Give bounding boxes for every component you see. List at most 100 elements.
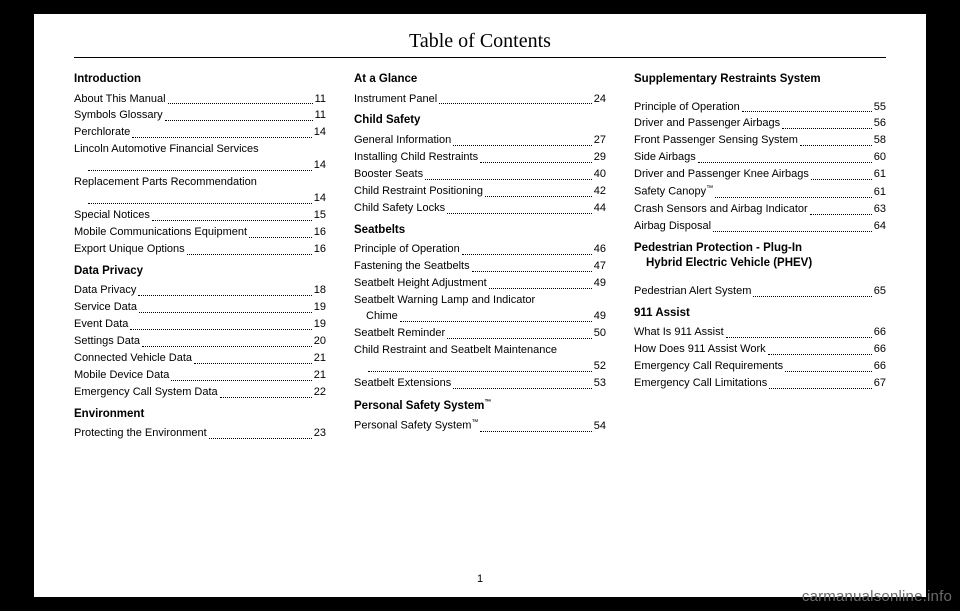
toc-column: At a Glance Instrument Panel 24 Child Safet… bbox=[354, 72, 606, 571]
toc-entry: Data Privacy 18 bbox=[74, 283, 326, 299]
toc-entry-page: 44 bbox=[594, 201, 606, 217]
toc-entry-label: Fastening the Seatbelts bbox=[354, 259, 470, 275]
toc-entry-label: Instrument Panel bbox=[354, 92, 437, 108]
toc-entry-page: 49 bbox=[594, 276, 606, 292]
toc-entry-label: Replacement Parts Recommendation bbox=[74, 175, 326, 191]
toc-entry-page: 65 bbox=[874, 284, 886, 300]
toc-entry-page: 66 bbox=[874, 359, 886, 375]
toc-entry-label: Crash Sensors and Airbag Indicator bbox=[634, 202, 808, 218]
section-title: Child Safety bbox=[354, 113, 606, 129]
toc-entry: Child Restraint Positioning 42 bbox=[354, 184, 606, 200]
toc-entry: Seatbelt Reminder50 bbox=[354, 326, 606, 342]
section-title: 911 Assist bbox=[634, 306, 886, 322]
page-title: Table of Contents bbox=[74, 30, 886, 57]
toc-entry-label-cont: Chime bbox=[366, 309, 398, 325]
leader-dots bbox=[142, 346, 312, 347]
toc-entry-page: 61 bbox=[874, 167, 886, 183]
toc-entry-page: 14 bbox=[314, 191, 326, 207]
section-title: Pedestrian Protection - Plug-InHybrid El… bbox=[634, 241, 886, 272]
toc-entry-page: 21 bbox=[314, 368, 326, 384]
toc-entry-page: 23 bbox=[314, 426, 326, 442]
toc-entry: Booster Seats 40 bbox=[354, 167, 606, 183]
toc-entry-page: 24 bbox=[594, 92, 606, 108]
toc-entry-label: Child Restraint Positioning bbox=[354, 184, 483, 200]
spacer bbox=[634, 276, 886, 284]
toc-entry-page: 19 bbox=[314, 300, 326, 316]
leader-dots bbox=[425, 179, 592, 180]
leader-dots bbox=[132, 137, 311, 138]
toc-entry: Installing Child Restraints29 bbox=[354, 150, 606, 166]
toc-entry-label: Perchlorate bbox=[74, 125, 130, 141]
leader-dots bbox=[168, 103, 313, 104]
leader-dots bbox=[785, 371, 872, 372]
leader-dots bbox=[480, 431, 591, 432]
toc-entry-page: 46 bbox=[594, 242, 606, 258]
toc-entry-label: Pedestrian Alert System bbox=[634, 284, 751, 300]
toc-entry-page: 66 bbox=[874, 342, 886, 358]
leader-dots bbox=[782, 128, 872, 129]
section-title: Personal Safety System™ bbox=[354, 398, 606, 414]
leader-dots bbox=[453, 145, 592, 146]
toc-entry-page: 21 bbox=[314, 351, 326, 367]
section-title: At a Glance bbox=[354, 72, 606, 88]
toc-entry-label: Export Unique Options bbox=[74, 242, 185, 258]
toc-entry: Seatbelt Height Adjustment 49 bbox=[354, 276, 606, 292]
toc-entry: How Does 911 Assist Work 66 bbox=[634, 342, 886, 358]
toc-entry: Emergency Call Requirements66 bbox=[634, 359, 886, 375]
toc-entry: Export Unique Options16 bbox=[74, 242, 326, 258]
toc-entry: Perchlorate14 bbox=[74, 125, 326, 141]
toc-entry: Emergency Call Limitations67 bbox=[634, 376, 886, 392]
toc-entry-page: 42 bbox=[594, 184, 606, 200]
toc-entry-label: Special Notices bbox=[74, 208, 150, 224]
toc-entry-page: 53 bbox=[594, 376, 606, 392]
toc-entry-label: Seatbelt Height Adjustment bbox=[354, 276, 487, 292]
watermark: carmanualsonline.info bbox=[802, 588, 952, 605]
toc-entry: Child Safety Locks44 bbox=[354, 201, 606, 217]
toc-entry-label: Protecting the Environment bbox=[74, 426, 207, 442]
toc-entry-label: Settings Data bbox=[74, 334, 140, 350]
toc-entry-label: Lincoln Automotive Financial Services bbox=[74, 142, 326, 158]
toc-entry-label: Mobile Device Data bbox=[74, 368, 169, 384]
leader-dots bbox=[769, 388, 871, 389]
toc-entry-page: 64 bbox=[874, 219, 886, 235]
toc-entry: Instrument Panel 24 bbox=[354, 92, 606, 108]
toc-entry-page: 40 bbox=[594, 167, 606, 183]
toc-entry: Emergency Call System Data22 bbox=[74, 385, 326, 401]
toc-entry-label: Connected Vehicle Data bbox=[74, 351, 192, 367]
leader-dots bbox=[447, 338, 592, 339]
toc-entry-label: How Does 911 Assist Work bbox=[634, 342, 766, 358]
toc-entry-page: 16 bbox=[314, 225, 326, 241]
leader-dots bbox=[698, 162, 872, 163]
toc-entry-label: Driver and Passenger Airbags bbox=[634, 116, 780, 132]
leader-dots bbox=[800, 145, 872, 146]
toc-entry: Child Restraint and Seatbelt Maintenance… bbox=[354, 343, 606, 375]
toc-entry-label: Emergency Call System Data bbox=[74, 385, 218, 401]
toc-entry: Airbag Disposal64 bbox=[634, 219, 886, 235]
leader-dots bbox=[713, 231, 872, 232]
toc-entry-page: 19 bbox=[314, 317, 326, 333]
toc-entry: Pedestrian Alert System 65 bbox=[634, 284, 886, 300]
spacer bbox=[634, 92, 886, 100]
divider bbox=[74, 57, 886, 58]
toc-entry-page: 52 bbox=[594, 359, 606, 375]
toc-entry-page: 14 bbox=[314, 158, 326, 174]
section-title: Supplementary Restraints System bbox=[634, 72, 886, 88]
leader-dots bbox=[130, 329, 311, 330]
toc-entry: Seatbelt Extensions53 bbox=[354, 376, 606, 392]
toc-entry-label: Installing Child Restraints bbox=[354, 150, 478, 166]
toc-column: IntroductionAbout This Manual11Symbols G… bbox=[74, 72, 326, 571]
leader-dots bbox=[88, 170, 312, 171]
leader-dots bbox=[139, 312, 312, 313]
toc-entry-label: Data Privacy bbox=[74, 283, 136, 299]
toc-entry-label: Event Data bbox=[74, 317, 128, 333]
section-title: Data Privacy bbox=[74, 264, 326, 280]
toc-entry-label: Emergency Call Limitations bbox=[634, 376, 767, 392]
toc-entry-page: 15 bbox=[314, 208, 326, 224]
toc-entry-label: Principle of Operation bbox=[354, 242, 460, 258]
toc-entry: Seatbelt Warning Lamp and IndicatorChime… bbox=[354, 293, 606, 325]
toc-entry: Mobile Communications Equipment16 bbox=[74, 225, 326, 241]
toc-entry-label: Booster Seats bbox=[354, 167, 423, 183]
toc-entry-page: 18 bbox=[314, 283, 326, 299]
leader-dots bbox=[152, 220, 312, 221]
toc-entry: Principle of Operation55 bbox=[634, 100, 886, 116]
